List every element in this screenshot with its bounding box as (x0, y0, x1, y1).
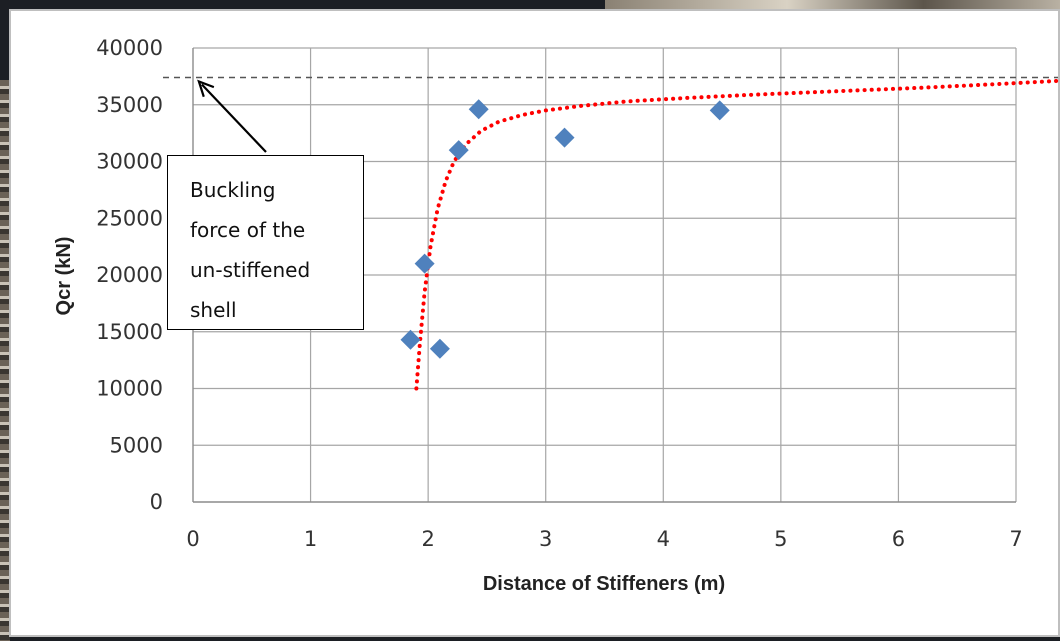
data-points (400, 99, 730, 359)
x-tick-label: 5 (774, 527, 787, 551)
y-tick-label: 15000 (96, 320, 163, 344)
x-tick-label: 0 (186, 527, 199, 551)
arrow-head (197, 79, 215, 98)
x-tick-label: 2 (421, 527, 434, 551)
data-point-diamond (448, 140, 469, 161)
arrow-shaft (201, 83, 267, 153)
y-tick-label: 0 (150, 490, 163, 514)
y-axis-title: Qcr (kN) (53, 237, 75, 316)
y-tick-labels: 0 5000 10000 15000 20000 25000 30000 35000 40000 (96, 36, 163, 514)
x-tick-label: 6 (892, 527, 905, 551)
data-point-diamond (468, 99, 489, 120)
trendline-path (414, 78, 1060, 391)
annotation-arrow (197, 79, 267, 153)
data-point-diamond (429, 338, 450, 359)
x-tick-label: 4 (657, 527, 670, 551)
annotation-callout: Buckling force of the un-stiffened shell (167, 155, 364, 330)
data-point-diamond (709, 100, 730, 121)
y-tick-label: 10000 (96, 377, 163, 401)
y-tick-label: 35000 (96, 93, 163, 117)
x-tick-label: 7 (1009, 527, 1022, 551)
y-tick-label: 5000 (110, 433, 163, 457)
y-tick-label: 20000 (96, 263, 163, 287)
x-tick-labels: 0 1 2 3 4 5 6 7 (186, 527, 1022, 551)
y-tick-label: 40000 (96, 36, 163, 60)
background-photo-strip-left (0, 80, 10, 641)
x-tick-label: 3 (539, 527, 552, 551)
x-tick-label: 1 (304, 527, 317, 551)
data-point-diamond (554, 127, 575, 148)
x-axis-title: Distance of Stiffeners (m) (483, 573, 725, 595)
y-tick-label: 25000 (96, 206, 163, 230)
annotation-text: Buckling force of the un-stiffened shell (190, 178, 311, 322)
trendline (414, 78, 1060, 391)
data-point-diamond (400, 329, 421, 350)
y-tick-label: 30000 (96, 150, 163, 174)
data-point-diamond (414, 253, 435, 274)
